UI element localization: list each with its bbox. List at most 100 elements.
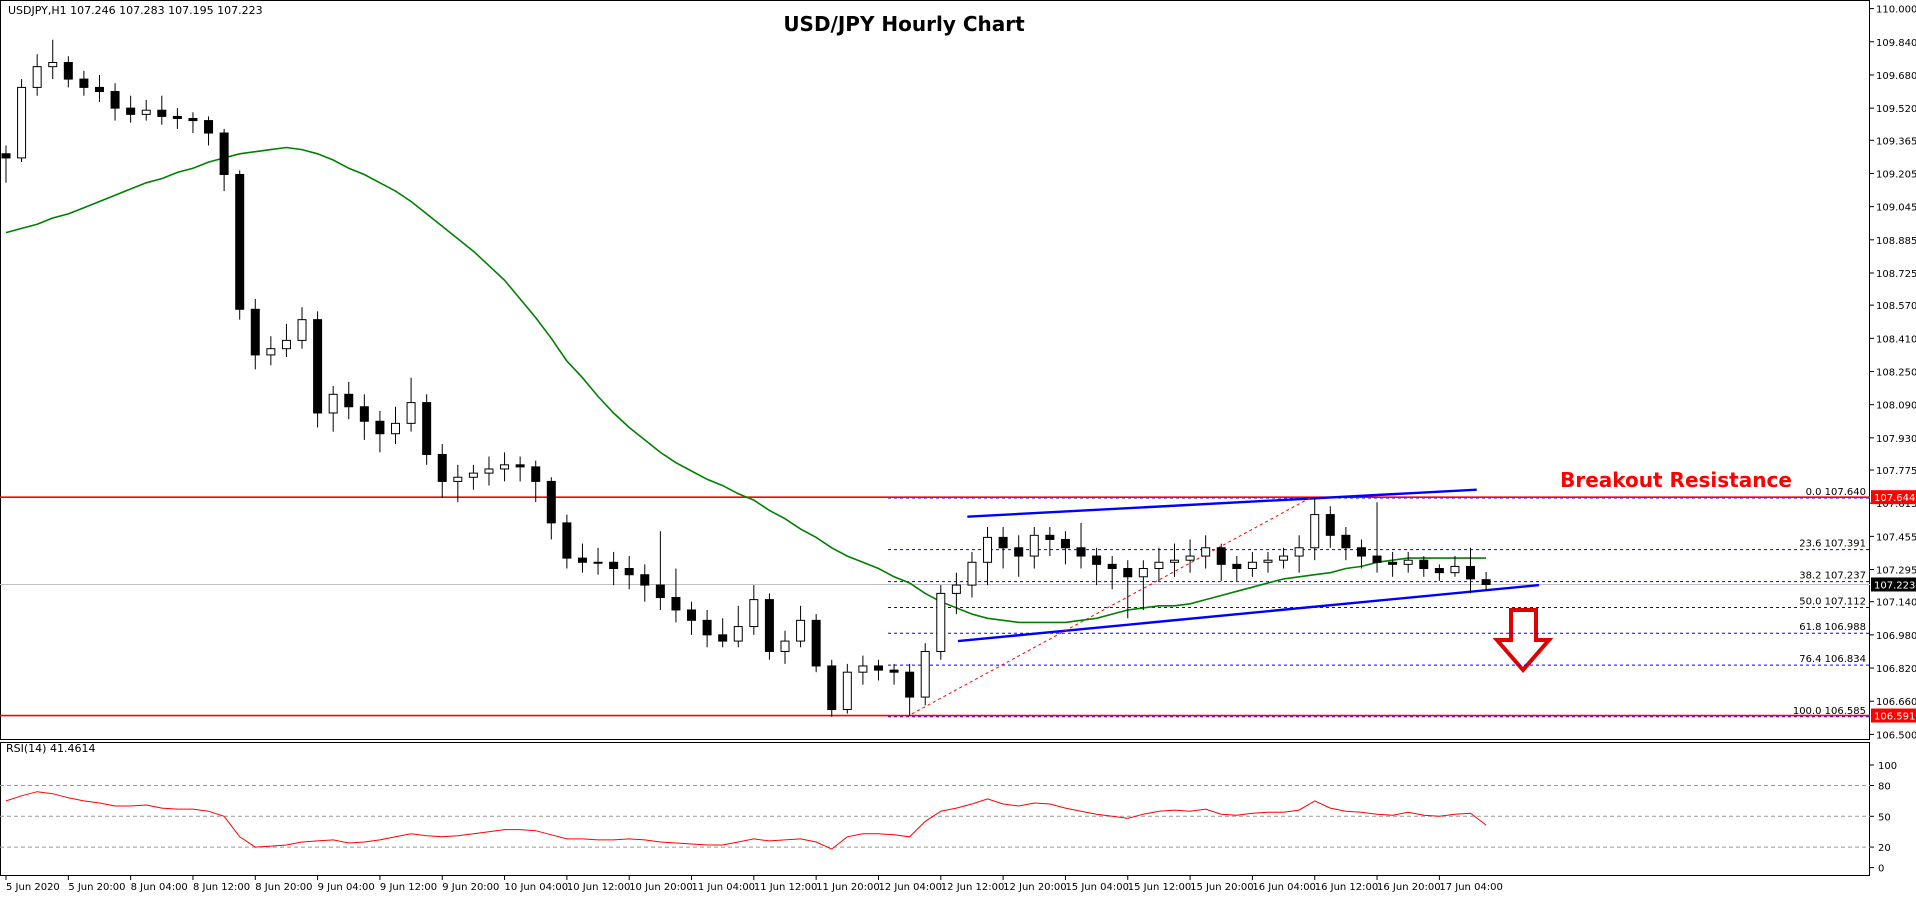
candle-body <box>328 393 338 414</box>
candle-body <box>500 464 510 470</box>
fib-label: 76.4 106.834 <box>1799 654 1866 665</box>
y-tick-label: 108.725 <box>1876 269 1916 280</box>
candle-body <box>1076 547 1086 557</box>
candle-body <box>1419 559 1429 570</box>
candle-body <box>453 476 463 482</box>
candle-body <box>515 464 525 468</box>
candle-body <box>562 522 572 559</box>
rsi-value: 41.4614 <box>50 742 96 755</box>
candle-body <box>1060 538 1070 549</box>
candle-body <box>1450 565 1460 574</box>
candle-body <box>624 568 634 576</box>
x-tick-label: 10 Jun 20:00 <box>629 882 693 893</box>
candle-body <box>983 536 993 563</box>
annotation: Breakout Resistance <box>1560 468 1792 492</box>
y-tick-label: 109.520 <box>1876 104 1916 115</box>
candle-body <box>157 109 167 117</box>
x-tick-label: 12 Jun 12:00 <box>941 882 1005 893</box>
candle-body <box>422 402 432 455</box>
rsi-line <box>5 791 1487 850</box>
y-tick-label: 108.570 <box>1876 301 1916 312</box>
candle-body <box>1092 555 1102 565</box>
rsi-title: RSI(14) <box>6 742 46 755</box>
main-panel <box>0 0 1870 740</box>
x-tick-label: 5 Jun 20:00 <box>68 882 125 893</box>
candle-body <box>1372 555 1382 563</box>
candle-body <box>266 348 276 356</box>
fib-label: 23.6 107.391 <box>1799 539 1866 550</box>
x-tick-label: 16 Jun 04:00 <box>1252 882 1316 893</box>
candle-body <box>1466 565 1476 580</box>
y-tick-label: 109.045 <box>1876 203 1916 214</box>
candle-body <box>313 319 323 414</box>
candle-body <box>32 66 42 88</box>
candle-body <box>406 402 416 424</box>
candle-body <box>733 626 743 642</box>
candle-body <box>468 472 478 478</box>
candle-body <box>391 422 400 435</box>
candle-body <box>484 468 494 474</box>
level-box <box>1871 490 1916 505</box>
candle-body <box>1341 534 1351 549</box>
candle-body <box>1356 547 1366 557</box>
candle-body <box>94 86 104 93</box>
candle-body <box>858 665 868 673</box>
candle-body <box>1138 568 1148 578</box>
candle-body <box>546 480 556 524</box>
x-tick-label: 11 Jun 12:00 <box>754 882 818 893</box>
x-tick-label: 11 Jun 04:00 <box>692 882 756 893</box>
y-tick-label: 107.455 <box>1876 532 1916 543</box>
y-tick-label: 109.680 <box>1876 71 1916 82</box>
candle-body <box>577 557 587 563</box>
y-tick-label: 108.410 <box>1876 334 1916 345</box>
current-price-box <box>1871 577 1916 592</box>
y-tick-label: 107.295 <box>1876 566 1916 577</box>
fib-label: 0.0 107.640 <box>1806 487 1866 498</box>
candle-body <box>951 584 961 594</box>
trendline <box>957 583 1540 643</box>
rsi-tick-label: 100 <box>1878 761 1897 772</box>
level-label: 107.644 <box>1874 493 1915 504</box>
fib-label: 38.2 107.237 <box>1799 571 1866 582</box>
candle-body <box>1 153 11 159</box>
y-tick-label: 107.930 <box>1876 434 1916 445</box>
x-tick-label: 10 Jun 12:00 <box>567 882 631 893</box>
candle-body <box>920 650 930 698</box>
candle-body <box>188 118 198 122</box>
trendline <box>906 497 1311 718</box>
candle-body <box>687 609 697 621</box>
rsi-tick-label: 80 <box>1878 782 1891 793</box>
y-tick-label: 106.500 <box>1876 730 1916 741</box>
x-tick-label: 16 Jun 12:00 <box>1315 882 1379 893</box>
fib-label: 100.0 106.585 <box>1793 706 1866 717</box>
candle-body <box>1107 563 1117 570</box>
candle-body <box>1170 559 1179 563</box>
candle-body <box>344 393 354 408</box>
candle-body <box>967 561 977 586</box>
candle-body <box>609 561 619 570</box>
down-arrow <box>1492 608 1554 674</box>
candle-body <box>780 640 790 652</box>
candle-body <box>811 619 821 667</box>
symbol: USDJPY,H1 <box>8 4 67 17</box>
candle-body <box>235 173 245 310</box>
candle-body <box>375 420 385 435</box>
y-tick-label: 106.980 <box>1876 631 1916 642</box>
x-tick-label: 9 Jun 12:00 <box>380 882 437 893</box>
low: 107.195 <box>168 4 214 17</box>
candle-body <box>998 536 1008 549</box>
candle-body <box>110 91 120 109</box>
x-tick-label: 11 Jun 20:00 <box>816 882 880 893</box>
candle-body <box>1045 534 1055 540</box>
candle-body <box>126 107 136 115</box>
candle-body <box>1294 547 1304 557</box>
candle-body <box>48 62 58 68</box>
x-tick-label: 17 Jun 04:00 <box>1439 882 1503 893</box>
y-tick-label: 107.140 <box>1876 598 1916 609</box>
candle-body <box>531 466 541 482</box>
candle-body <box>1247 561 1257 570</box>
candle-body <box>17 86 27 159</box>
candle-body <box>1310 514 1320 549</box>
candle-body <box>671 597 681 611</box>
candle-body <box>1123 568 1133 578</box>
